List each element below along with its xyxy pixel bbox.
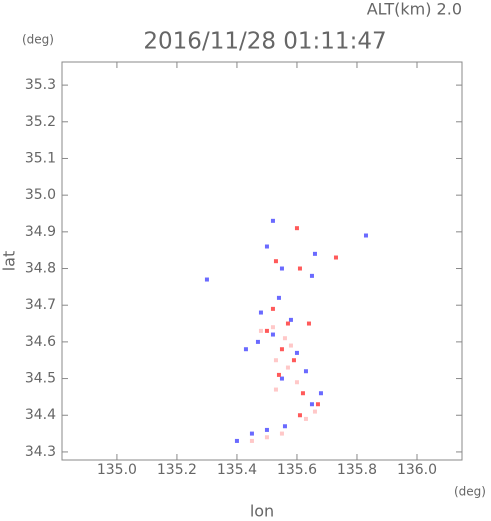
radar-point <box>270 332 275 337</box>
x-tick-label: 135.6 <box>277 462 317 478</box>
y-tick-label: 34.9 <box>25 224 56 240</box>
radar-point <box>270 325 275 330</box>
x-tick-label: 135.4 <box>217 462 257 478</box>
radar-point <box>282 336 287 341</box>
radar-point <box>297 266 302 271</box>
radar-point <box>297 413 302 418</box>
radar-point <box>309 402 314 407</box>
radar-point <box>279 266 284 271</box>
radar-point <box>300 391 305 396</box>
radar-point <box>285 321 290 326</box>
radar-point <box>249 431 254 436</box>
radar-point <box>273 358 278 363</box>
y-tick-label: 35.3 <box>25 77 56 93</box>
radar-point <box>279 431 284 436</box>
radar-point <box>258 328 263 333</box>
radar-point <box>273 387 278 392</box>
radar-point <box>318 391 323 396</box>
radar-point <box>309 273 314 278</box>
radar-point <box>285 365 290 370</box>
radar-point <box>264 328 269 333</box>
radar-point <box>288 343 293 348</box>
radar-point <box>204 277 209 282</box>
y-axis-label: lat <box>0 251 19 272</box>
x-tick-label: 135.2 <box>157 462 197 478</box>
radar-point <box>276 295 281 300</box>
x-tick-label: 136.0 <box>397 462 437 478</box>
radar-point <box>288 317 293 322</box>
y-unit: (deg) <box>22 33 54 47</box>
plot-frame <box>61 61 463 461</box>
radar-point <box>264 244 269 249</box>
y-tick-label: 34.7 <box>25 297 56 313</box>
radar-point <box>306 321 311 326</box>
radar-point <box>264 435 269 440</box>
radar-point <box>270 218 275 223</box>
x-unit: (deg) <box>454 485 486 499</box>
radar-point <box>270 306 275 311</box>
radar-point <box>255 339 260 344</box>
radar-point <box>264 427 269 432</box>
radar-point <box>333 255 338 260</box>
x-tick-label: 135.8 <box>337 462 377 478</box>
radar-point <box>243 347 248 352</box>
radar-point <box>363 233 368 238</box>
x-axis-label: lon <box>250 502 274 521</box>
radar-point <box>303 369 308 374</box>
y-tick-label: 35.2 <box>25 114 56 130</box>
radar-point <box>279 347 284 352</box>
chart-title: 2016/11/28 01:11:47 <box>143 29 386 55</box>
y-tick-label: 35.1 <box>25 150 56 166</box>
y-tick-label: 34.6 <box>25 334 56 350</box>
radar-point <box>294 380 299 385</box>
radar-point <box>282 424 287 429</box>
y-tick-label: 34.8 <box>25 261 56 277</box>
radar-point <box>294 350 299 355</box>
y-tick-label: 34.4 <box>25 407 56 423</box>
y-tick-label: 35.0 <box>25 187 56 203</box>
radar-point <box>315 402 320 407</box>
radar-point <box>273 259 278 264</box>
radar-point <box>303 416 308 421</box>
radar-point <box>279 376 284 381</box>
radar-point <box>258 310 263 315</box>
radar-point <box>291 358 296 363</box>
radar-point <box>312 409 317 414</box>
x-tick-label: 135.0 <box>97 462 137 478</box>
radar-point <box>249 438 254 443</box>
radar-point <box>312 251 317 256</box>
radar-point <box>294 226 299 231</box>
radar-point <box>276 372 281 377</box>
y-tick-label: 34.5 <box>25 371 56 387</box>
altitude-label: ALT(km) 2.0 <box>367 0 462 19</box>
radar-point <box>234 438 239 443</box>
y-tick-label: 34.3 <box>25 444 56 460</box>
